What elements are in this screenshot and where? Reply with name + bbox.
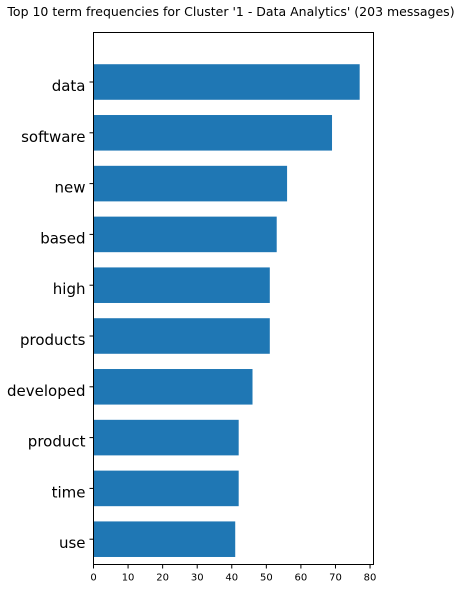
- bar-software: [93, 115, 333, 151]
- y-tick-label-time: time: [52, 483, 86, 501]
- bars-group: [93, 64, 360, 557]
- chart-title: Top 10 term frequencies for Cluster '1 -…: [6, 4, 454, 19]
- bar-data: [93, 64, 360, 100]
- y-tick-label-products: products: [20, 331, 86, 349]
- y-tick-label-use: use: [59, 534, 86, 552]
- y-tick-label-data: data: [52, 77, 86, 95]
- x-tick-label-10: 10: [122, 573, 135, 584]
- x-tick-label-80: 80: [364, 573, 377, 584]
- y-tick-label-based: based: [40, 229, 85, 247]
- y-tick-label-developed: developed: [7, 382, 85, 400]
- x-tick-label-50: 50: [260, 573, 273, 584]
- x-tick-label-0: 0: [90, 573, 96, 584]
- y-tick-label-product: product: [28, 433, 86, 451]
- x-tick-label-70: 70: [329, 573, 342, 584]
- x-tick-label-40: 40: [225, 573, 238, 584]
- y-tick-label-software: software: [21, 128, 85, 146]
- x-tick-labels: 0 10 20 30 40 50 60 70 80: [90, 564, 377, 584]
- bar-use: [93, 521, 236, 557]
- y-tick-labels: data software new based high products develope…: [7, 77, 94, 552]
- bar-time: [93, 470, 239, 507]
- bar-based: [93, 216, 277, 253]
- bar-product: [93, 419, 239, 456]
- bar-new: [93, 165, 288, 202]
- x-tick-label-20: 20: [156, 573, 169, 584]
- bar-high: [93, 267, 270, 303]
- bar-developed: [93, 369, 253, 405]
- x-tick-label-60: 60: [295, 573, 308, 584]
- plot-area-frame: [93, 32, 374, 565]
- y-tick-label-high: high: [53, 280, 86, 298]
- x-tick-label-30: 30: [191, 573, 204, 584]
- y-tick-label-new: new: [54, 179, 85, 197]
- bar-products: [93, 318, 270, 354]
